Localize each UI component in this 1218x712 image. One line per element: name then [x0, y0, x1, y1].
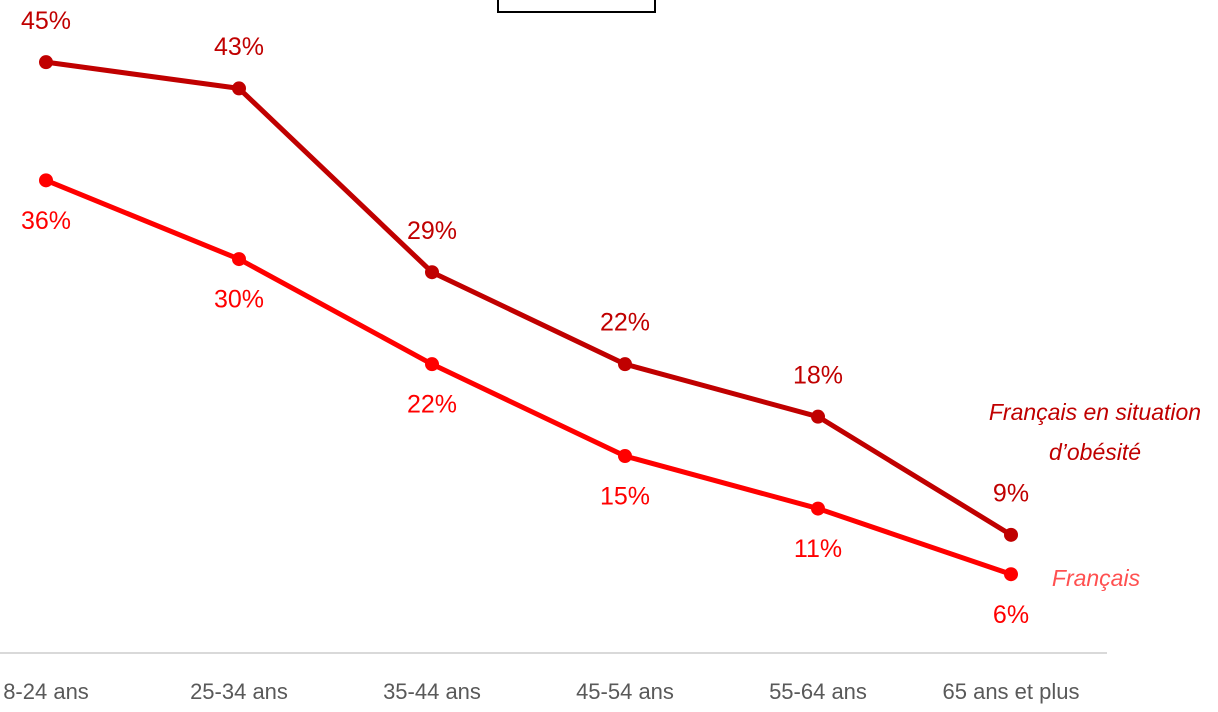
- x-tick-label: 65 ans et plus: [943, 679, 1080, 704]
- legend-box: [497, 0, 656, 13]
- series-name: Français: [1051, 565, 1141, 591]
- x-tick-label: 25-34 ans: [190, 679, 288, 704]
- data-label: 15%: [600, 483, 650, 511]
- data-label: 29%: [407, 217, 457, 245]
- point: [1004, 567, 1018, 582]
- data-label: 30%: [214, 286, 264, 314]
- point: [425, 357, 439, 372]
- data-label: 11%: [794, 535, 842, 563]
- point: [232, 81, 246, 96]
- point: [1004, 527, 1018, 542]
- data-label: 9%: [993, 479, 1029, 507]
- data-label: 45%: [21, 7, 71, 35]
- point: [618, 449, 632, 464]
- data-label: 22%: [407, 391, 457, 419]
- point: [39, 173, 53, 188]
- data-label: 43%: [214, 33, 264, 61]
- x-tick-label: 8-24 ans: [3, 679, 89, 704]
- point: [811, 501, 825, 516]
- data-label: 6%: [993, 601, 1029, 629]
- x-tick-label: 35-44 ans: [383, 679, 481, 704]
- data-label: 22%: [600, 309, 650, 337]
- series-name: Français en situation d’obésité: [988, 399, 1202, 465]
- data-label: 36%: [21, 207, 71, 235]
- point: [425, 265, 439, 280]
- point: [811, 409, 825, 424]
- point: [232, 252, 246, 267]
- x-tick-label: 45-54 ans: [576, 679, 674, 704]
- x-tick-label: 55-64 ans: [769, 679, 867, 704]
- line: [45, 59, 1013, 537]
- point: [618, 357, 632, 372]
- line: [45, 178, 1012, 577]
- point: [39, 55, 53, 70]
- data-label: 18%: [793, 361, 843, 389]
